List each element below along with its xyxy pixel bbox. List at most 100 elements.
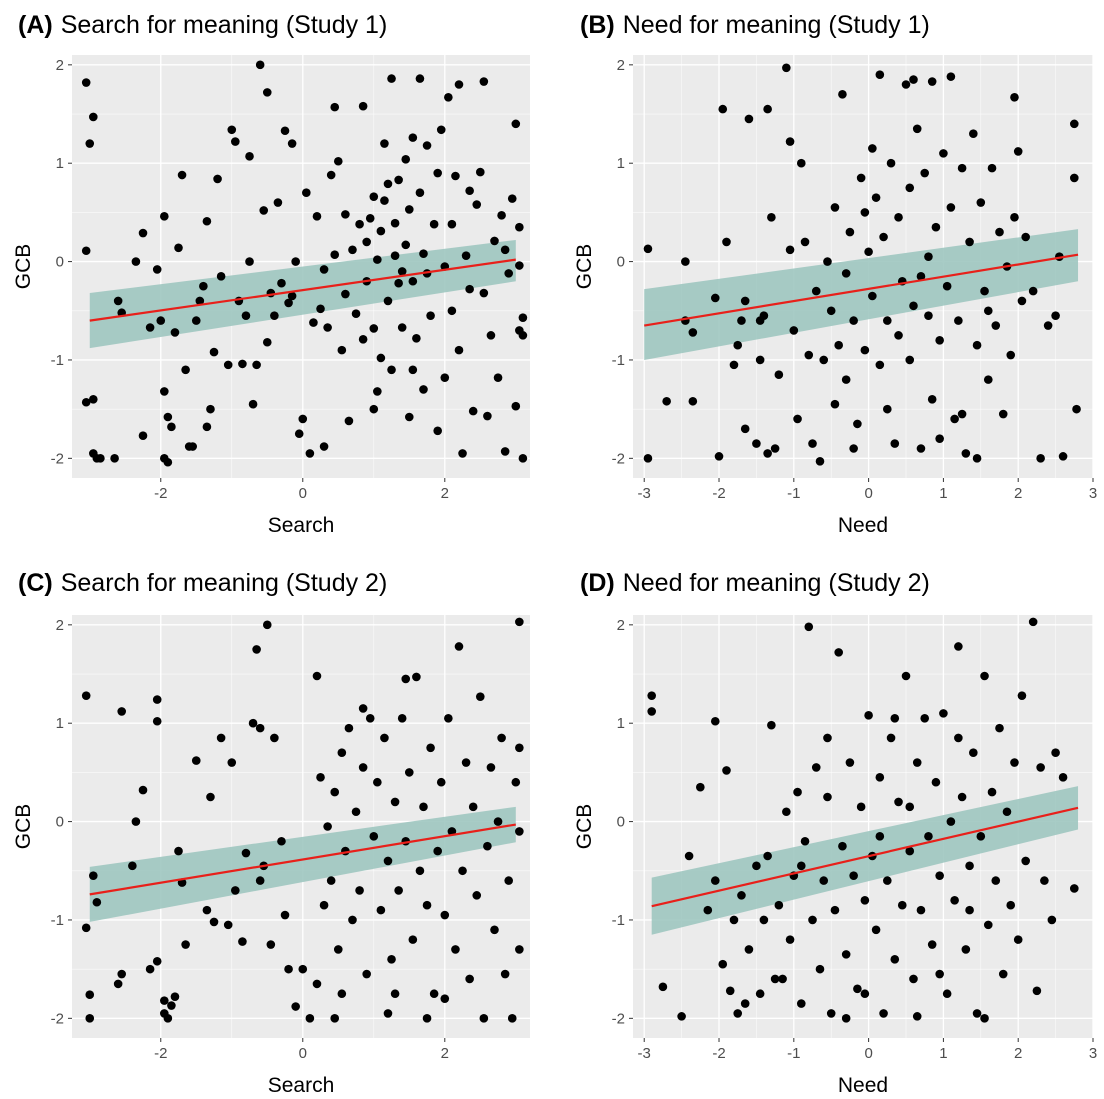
data-point bbox=[957, 163, 967, 173]
data-point bbox=[1013, 147, 1023, 156]
data-point bbox=[916, 272, 926, 281]
data-point bbox=[826, 1009, 836, 1018]
data-point bbox=[89, 871, 98, 880]
y-tick-label: 2 bbox=[617, 57, 625, 74]
data-point bbox=[209, 347, 219, 357]
panel-id: (D) bbox=[580, 569, 615, 597]
data-point bbox=[796, 158, 806, 168]
x-tick-label: -3 bbox=[638, 485, 651, 502]
y-tick-label: 2 bbox=[617, 617, 625, 634]
data-point bbox=[662, 396, 671, 406]
data-point bbox=[415, 74, 425, 83]
data-point bbox=[89, 112, 98, 122]
data-point bbox=[358, 763, 368, 772]
data-point bbox=[387, 74, 396, 83]
data-point bbox=[262, 88, 272, 97]
data-point bbox=[894, 797, 903, 807]
data-point bbox=[504, 876, 513, 885]
data-point bbox=[500, 245, 510, 255]
data-point bbox=[376, 353, 386, 363]
regression-line bbox=[644, 253, 1079, 327]
panel-id: (C) bbox=[18, 569, 53, 597]
data-point bbox=[202, 905, 212, 915]
data-point bbox=[886, 158, 896, 168]
data-point bbox=[323, 822, 332, 831]
data-point bbox=[950, 895, 959, 905]
panel-title-text: Search for meaning (Study 1) bbox=[61, 11, 388, 39]
data-point bbox=[373, 255, 382, 264]
data-point bbox=[376, 905, 386, 915]
data-point bbox=[337, 748, 347, 758]
data-point bbox=[860, 208, 870, 217]
data-point bbox=[380, 196, 389, 205]
data-point bbox=[429, 219, 439, 229]
data-point bbox=[479, 288, 489, 298]
x-tick-label: -1 bbox=[787, 1045, 800, 1062]
data-point bbox=[444, 713, 453, 723]
data-point bbox=[811, 763, 821, 772]
panel-title: (B) Need for meaning (Study 1) bbox=[580, 11, 930, 39]
data-point bbox=[152, 716, 162, 726]
data-point bbox=[856, 173, 866, 183]
data-point bbox=[92, 897, 102, 907]
data-point bbox=[483, 411, 492, 421]
data-point bbox=[355, 886, 364, 895]
data-point bbox=[497, 733, 506, 743]
x-tick-label: -2 bbox=[154, 1045, 167, 1062]
data-point bbox=[422, 141, 432, 150]
x-tick-label: 3 bbox=[1089, 1045, 1097, 1062]
x-tick-label: 0 bbox=[864, 485, 872, 502]
data-point bbox=[841, 375, 851, 384]
data-point bbox=[227, 758, 237, 767]
data-point bbox=[927, 395, 937, 404]
data-point bbox=[796, 999, 806, 1008]
data-point bbox=[451, 945, 460, 954]
data-point bbox=[245, 152, 254, 161]
data-point bbox=[763, 449, 772, 458]
data-point bbox=[643, 454, 653, 463]
x-axis-label: Search bbox=[268, 514, 335, 537]
data-point bbox=[444, 93, 453, 102]
data-point bbox=[383, 296, 393, 306]
data-point bbox=[924, 311, 933, 320]
data-point bbox=[841, 269, 851, 278]
data-point bbox=[658, 982, 668, 992]
data-point bbox=[511, 119, 521, 129]
confidence-band bbox=[651, 786, 1079, 935]
data-point bbox=[358, 334, 368, 344]
data-point bbox=[436, 777, 446, 787]
y-axis-label: GCB bbox=[573, 244, 596, 290]
data-point bbox=[326, 170, 336, 180]
data-point bbox=[752, 861, 761, 871]
y-tick-label: 1 bbox=[56, 155, 64, 172]
data-point bbox=[864, 711, 873, 720]
data-point bbox=[167, 1001, 176, 1010]
data-point bbox=[793, 787, 802, 797]
data-point bbox=[490, 236, 499, 246]
data-point bbox=[515, 945, 524, 954]
data-point bbox=[255, 60, 265, 70]
data-point bbox=[1010, 213, 1019, 222]
data-point bbox=[344, 416, 354, 426]
data-point bbox=[163, 457, 173, 467]
data-point bbox=[284, 298, 293, 308]
data-point bbox=[351, 309, 361, 319]
data-point bbox=[273, 198, 283, 207]
data-point bbox=[733, 1009, 743, 1018]
data-point bbox=[935, 969, 944, 979]
y-tick-label: -2 bbox=[612, 450, 625, 467]
data-point bbox=[980, 1014, 989, 1023]
data-point bbox=[511, 777, 521, 787]
data-point bbox=[369, 324, 379, 333]
data-point bbox=[954, 642, 963, 651]
x-tick-label: -2 bbox=[712, 485, 725, 502]
data-point bbox=[362, 969, 371, 979]
data-point bbox=[793, 414, 802, 424]
panel-b: (B) Need for meaning (Study 1) -2 -1 0 1 2 -3 -2… bbox=[573, 11, 1097, 537]
x-tick-label: 1 bbox=[939, 485, 947, 502]
data-point bbox=[170, 328, 180, 337]
data-point bbox=[983, 375, 993, 384]
data-point bbox=[181, 365, 190, 375]
data-point bbox=[270, 733, 279, 743]
data-point bbox=[330, 1014, 340, 1023]
